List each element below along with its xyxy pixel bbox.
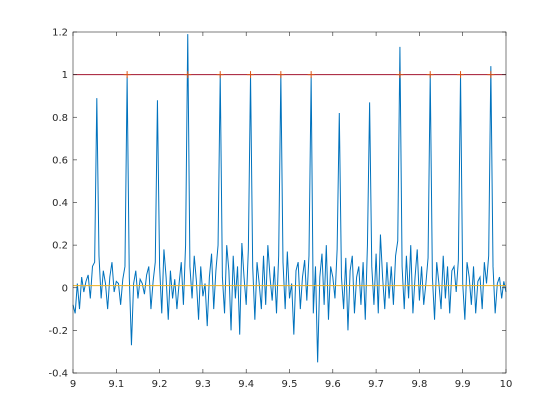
x-tick-label: 9.3: [195, 379, 211, 390]
x-tick-label: 9.1: [108, 379, 124, 390]
y-tick-label: 0.2: [52, 241, 68, 252]
y-tick-label: 0.8: [52, 113, 68, 124]
y-tick-label: 0.6: [52, 155, 68, 166]
x-tick-label: 9.5: [282, 379, 298, 390]
x-tick-label: 9.6: [325, 379, 341, 390]
x-tick-label: 9: [70, 379, 76, 390]
plus-marker: [216, 71, 224, 79]
x-tick-label: 10: [500, 379, 513, 390]
y-tick-label: 1: [62, 70, 68, 81]
x-tick-label: 9.8: [411, 379, 427, 390]
x-tick-label: 9.2: [152, 379, 168, 390]
y-tick-label: -0.4: [48, 369, 68, 380]
plus-marker: [123, 71, 131, 79]
plus-marker: [487, 71, 495, 79]
x-tick-label: 9.9: [455, 379, 471, 390]
plus-marker: [307, 71, 315, 79]
plot-area: [73, 32, 506, 373]
y-tick-label: 1.2: [52, 28, 68, 39]
plus-marker: [247, 71, 255, 79]
plus-marker: [426, 71, 434, 79]
y-tick-label: 0: [62, 283, 68, 294]
y-tick-label: 0.4: [52, 198, 68, 209]
plus-marker: [277, 71, 285, 79]
plus-marker: [396, 71, 404, 79]
plus-marker: [184, 71, 192, 79]
x-tick-label: 9.7: [368, 379, 384, 390]
x-tick-label: 9.4: [238, 379, 254, 390]
y-tick-label: -0.2: [48, 326, 68, 337]
plus-marker: [457, 71, 465, 79]
series-line: [72, 34, 507, 363]
